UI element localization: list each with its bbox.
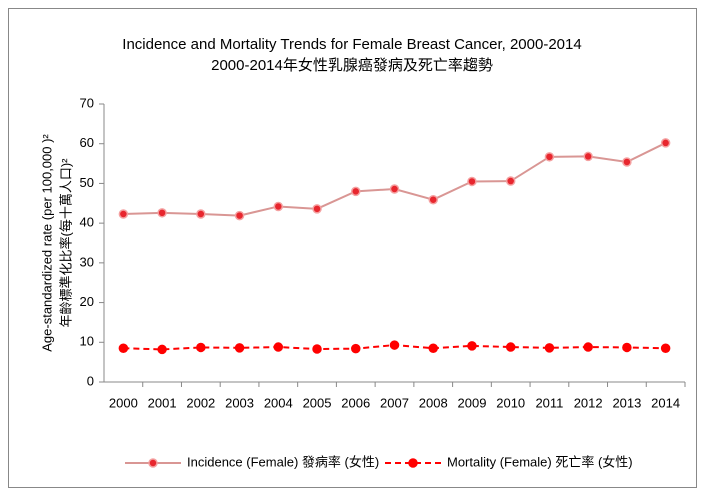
y-tick-label: 70 [80, 95, 94, 110]
data-point [505, 176, 516, 186]
data-point [196, 209, 206, 219]
data-point [389, 340, 400, 350]
legend-marker [408, 458, 418, 468]
x-tick-label: 2000 [109, 395, 138, 410]
x-tick-label: 2008 [419, 395, 448, 410]
x-tick-label: 2006 [341, 395, 370, 410]
data-point [351, 186, 361, 197]
chart-border [8, 8, 697, 488]
data-point [273, 201, 284, 212]
data-point [428, 194, 438, 205]
y-tick-label: 0 [87, 373, 94, 388]
data-point [583, 342, 593, 352]
legend-marker [148, 458, 158, 468]
data-point [351, 343, 361, 354]
chart-subtitle: 2000-2014年女性乳腺癌發病及死亡率趨勢 [211, 56, 493, 74]
x-tick-label: 2012 [574, 395, 603, 410]
data-point [273, 342, 284, 352]
x-tick-label: 2001 [148, 395, 177, 410]
data-point [544, 152, 555, 162]
data-point [118, 343, 129, 353]
y-tick-label: 10 [80, 334, 94, 349]
y-axis-label: 年齡標準化比率(每十萬人口)² [58, 158, 73, 328]
data-point [234, 210, 245, 221]
data-point [157, 344, 167, 355]
x-tick-label: 2010 [496, 395, 525, 410]
data-point [467, 176, 477, 187]
y-tick-label: 50 [80, 175, 94, 190]
x-tick-label: 2002 [186, 395, 215, 410]
chart-title: Incidence and Mortality Trends for Femal… [122, 36, 581, 53]
data-point [660, 343, 671, 353]
data-point [118, 209, 129, 219]
x-tick-label: 2004 [264, 395, 293, 410]
data-point [234, 343, 245, 353]
data-point [583, 151, 593, 162]
data-point [389, 184, 400, 194]
data-point [622, 157, 632, 167]
data-point [196, 342, 206, 353]
data-point [660, 138, 671, 148]
legend-label: Incidence (Female) 發病率 (女性) [187, 454, 379, 469]
y-tick-label: 30 [80, 254, 94, 269]
legend-label: Mortality (Female) 死亡率 (女性) [447, 454, 633, 469]
y-tick-label: 20 [80, 294, 94, 309]
data-point [157, 208, 167, 218]
data-point [312, 344, 322, 354]
data-point [428, 343, 438, 353]
x-tick-label: 2005 [303, 395, 332, 410]
x-tick-label: 2014 [651, 395, 680, 410]
x-tick-label: 2013 [612, 395, 641, 410]
x-tick-label: 2007 [380, 395, 409, 410]
y-axis-label: Age-standardized rate (per 100,000 )² [39, 134, 54, 352]
data-point [467, 341, 477, 351]
x-tick-label: 2009 [458, 395, 487, 410]
data-point [312, 204, 322, 214]
y-tick-label: 60 [80, 135, 94, 150]
x-tick-label: 2003 [225, 395, 254, 410]
y-tick-label: 40 [80, 215, 94, 230]
data-point [622, 342, 632, 353]
x-tick-label: 2011 [535, 395, 563, 410]
data-point [505, 342, 516, 352]
data-point [544, 343, 555, 353]
